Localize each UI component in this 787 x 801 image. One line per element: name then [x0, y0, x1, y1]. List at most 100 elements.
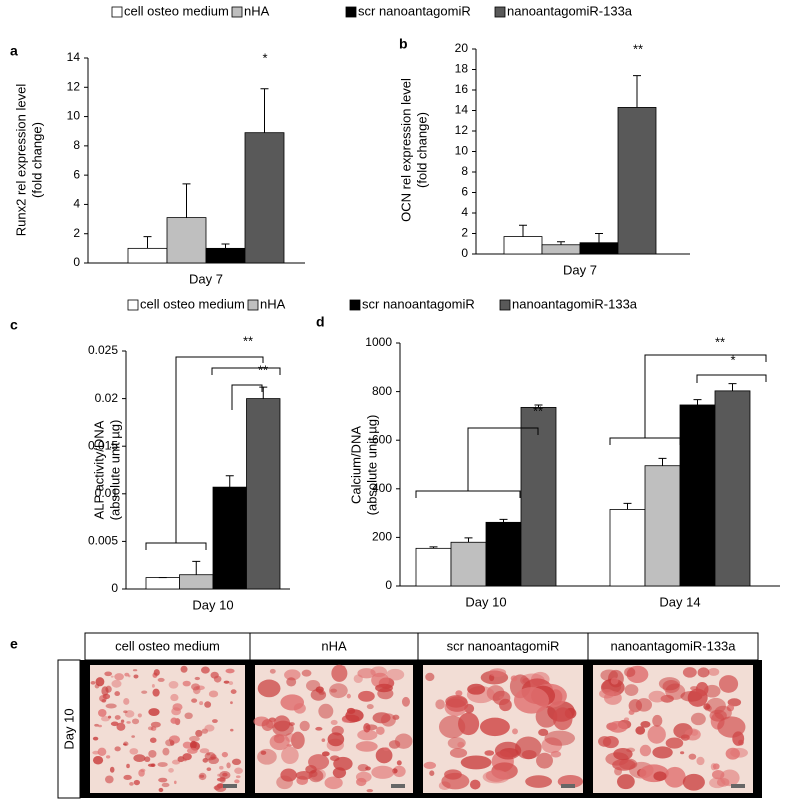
- panel-letter: a: [10, 43, 18, 59]
- stain: [124, 672, 130, 677]
- error-bar: [221, 243, 230, 249]
- y-tick-label: 10: [455, 144, 469, 158]
- stain: [624, 717, 630, 722]
- stain: [719, 769, 740, 787]
- stain: [612, 759, 636, 771]
- legend-swatch: [499, 299, 511, 311]
- stain: [182, 741, 192, 749]
- y-tick-label: 2: [73, 226, 80, 240]
- stain: [92, 736, 99, 741]
- stain: [429, 770, 435, 776]
- stain: [467, 683, 486, 695]
- stain: [150, 721, 161, 728]
- column-header: scr nanoantagomiR: [447, 638, 560, 653]
- column-header: nHA: [321, 638, 347, 653]
- stain: [260, 750, 267, 755]
- error-bar: [192, 560, 201, 575]
- stain: [386, 668, 405, 681]
- stain: [394, 733, 413, 749]
- panel-letter: b: [399, 36, 408, 52]
- stain: [510, 675, 518, 682]
- y-tick-label: 4: [461, 205, 468, 219]
- stain: [538, 728, 549, 737]
- stain: [157, 677, 165, 682]
- stain: [201, 666, 210, 674]
- stain: [235, 775, 241, 779]
- stain: [725, 747, 740, 760]
- significance-label: **: [633, 41, 643, 56]
- legend-label: scr nanoantagomiR: [362, 296, 475, 311]
- stain: [315, 726, 323, 731]
- y-tick-label: 6: [461, 185, 468, 199]
- stain: [133, 754, 146, 763]
- error-bar: [464, 537, 473, 543]
- stain: [295, 771, 313, 780]
- stain: [653, 771, 667, 781]
- stain: [380, 713, 396, 727]
- significance-label: **: [243, 333, 253, 348]
- stain: [184, 712, 193, 720]
- stain: [221, 751, 229, 758]
- stain: [435, 699, 445, 710]
- stain: [423, 761, 437, 770]
- error-bar: [658, 457, 667, 466]
- stain: [680, 690, 703, 702]
- y-tick-label: 0.02: [95, 391, 119, 405]
- stain: [665, 737, 684, 749]
- stain: [365, 724, 378, 731]
- stain: [301, 669, 312, 677]
- significance-bracket: [211, 367, 281, 410]
- bar: [617, 107, 657, 255]
- stain: [315, 686, 324, 693]
- stain: [396, 760, 402, 766]
- stain: [108, 715, 112, 719]
- y-tick-label: 10: [67, 109, 81, 123]
- x-tick-label: Day 7: [189, 271, 223, 286]
- stain: [718, 675, 739, 693]
- stain: [204, 701, 212, 708]
- y-axis-label: (absolute unit µg): [107, 420, 122, 521]
- stain: [133, 779, 141, 786]
- stain: [257, 679, 281, 698]
- stain: [194, 676, 201, 681]
- legend-swatch: [349, 299, 361, 311]
- stain: [208, 756, 220, 765]
- stain: [732, 731, 745, 746]
- stain: [327, 732, 345, 747]
- stain: [330, 719, 338, 726]
- error-bar: [225, 475, 234, 488]
- stain: [680, 734, 690, 741]
- stain: [219, 765, 224, 770]
- stain: [550, 750, 562, 758]
- stain: [460, 755, 492, 770]
- stain: [647, 725, 666, 744]
- stain: [648, 690, 666, 703]
- panel-letter: e: [10, 636, 18, 652]
- stain: [613, 747, 633, 761]
- stain: [293, 703, 306, 714]
- stain: [624, 667, 636, 678]
- bar: [541, 244, 581, 255]
- y-tick-label: 8: [73, 138, 80, 152]
- stain: [628, 709, 635, 715]
- stain: [366, 703, 374, 710]
- column-header-cell: [249, 632, 419, 661]
- error-bar: [143, 236, 152, 249]
- bar: [714, 390, 751, 587]
- significance-bracket: [696, 374, 767, 383]
- stain: [261, 719, 274, 732]
- stain: [126, 763, 130, 769]
- stain: [98, 708, 107, 717]
- stain: [216, 777, 226, 782]
- stain: [680, 751, 685, 755]
- panel-letter: c: [10, 317, 18, 333]
- stain: [129, 782, 134, 786]
- stain: [153, 669, 160, 676]
- stain: [291, 731, 305, 750]
- scale-bar: [223, 784, 237, 788]
- stain: [92, 756, 104, 765]
- stain: [168, 680, 179, 689]
- stain: [148, 749, 157, 758]
- stain: [168, 768, 174, 773]
- stain: [131, 718, 140, 725]
